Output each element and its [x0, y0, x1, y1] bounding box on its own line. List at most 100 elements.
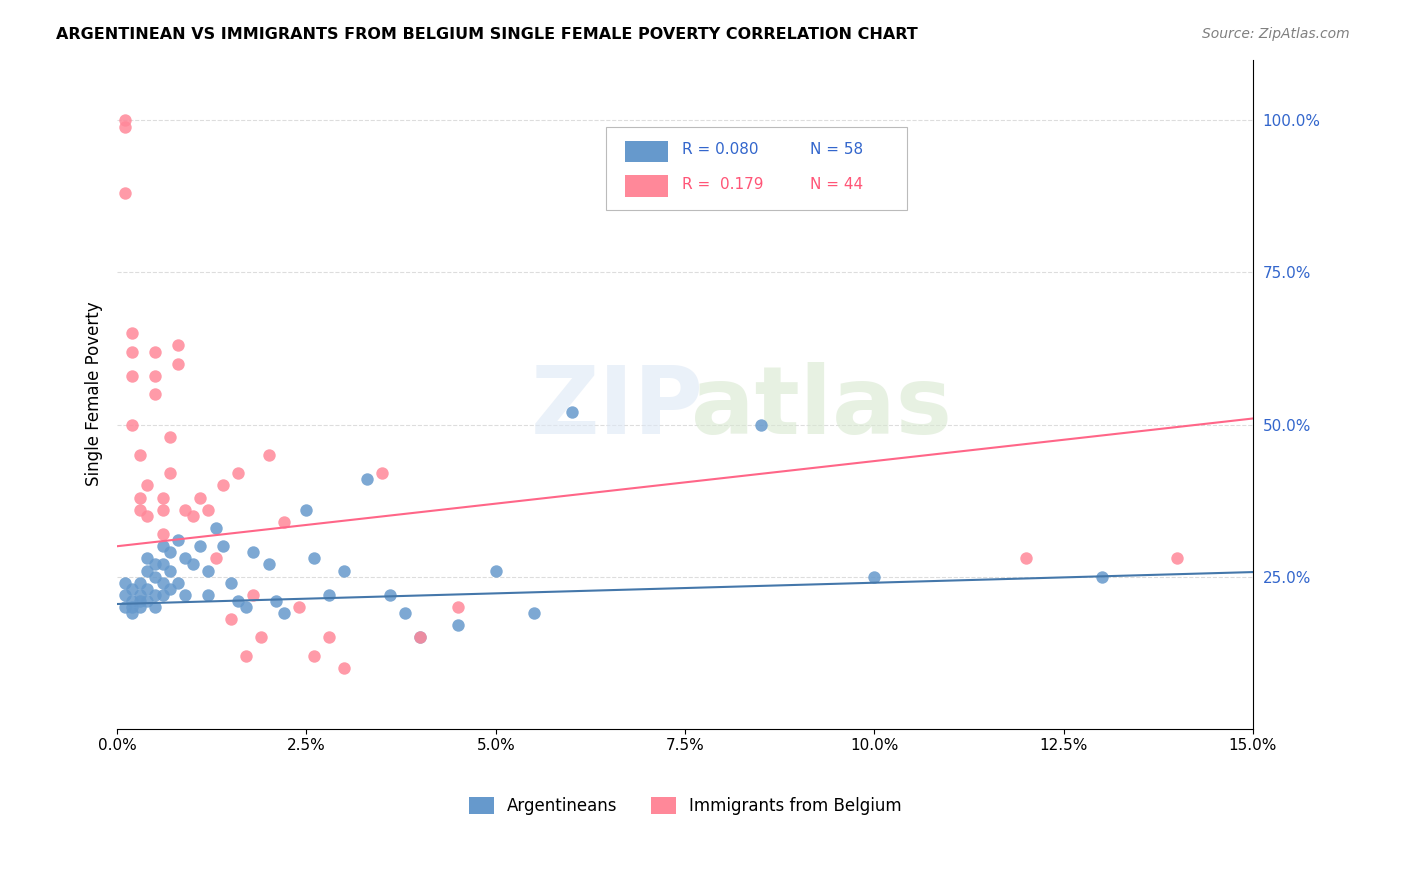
Point — [181, 508, 204, 523]
Text: N = 58: N = 58 — [810, 143, 863, 157]
Point — [136, 551, 159, 566]
Point — [121, 326, 143, 341]
Point — [143, 588, 166, 602]
Point — [166, 533, 188, 548]
Point — [121, 582, 143, 596]
Point — [1015, 551, 1038, 566]
Point — [136, 582, 159, 596]
Point — [235, 600, 257, 615]
Point — [242, 545, 264, 559]
Point — [159, 564, 181, 578]
Point — [166, 575, 188, 590]
Point — [121, 368, 143, 383]
Point — [264, 594, 287, 608]
Text: atlas: atlas — [690, 361, 952, 453]
Point — [136, 594, 159, 608]
Point — [129, 448, 152, 462]
Point — [318, 588, 340, 602]
Point — [143, 558, 166, 572]
Point — [394, 606, 416, 620]
Point — [174, 551, 197, 566]
Point — [114, 186, 136, 201]
Point — [257, 558, 280, 572]
Point — [219, 575, 242, 590]
Point — [288, 600, 311, 615]
Point — [273, 606, 295, 620]
Point — [197, 502, 219, 516]
Point — [485, 564, 508, 578]
Point — [409, 631, 432, 645]
Point — [181, 558, 204, 572]
Point — [136, 508, 159, 523]
Point — [1166, 551, 1188, 566]
Point — [152, 558, 174, 572]
Point — [257, 448, 280, 462]
Legend: Argentineans, Immigrants from Belgium: Argentineans, Immigrants from Belgium — [461, 790, 908, 822]
Text: ARGENTINEAN VS IMMIGRANTS FROM BELGIUM SINGLE FEMALE POVERTY CORRELATION CHART: ARGENTINEAN VS IMMIGRANTS FROM BELGIUM S… — [56, 27, 918, 42]
Point — [447, 618, 470, 632]
Point — [152, 527, 174, 541]
Point — [166, 357, 188, 371]
Point — [250, 631, 273, 645]
Point — [121, 606, 143, 620]
Point — [114, 588, 136, 602]
Point — [219, 612, 242, 626]
Point — [152, 539, 174, 553]
Point — [136, 564, 159, 578]
Point — [114, 600, 136, 615]
Point — [228, 467, 250, 481]
Point — [143, 368, 166, 383]
Point — [121, 594, 143, 608]
Point — [174, 588, 197, 602]
Text: R = 0.080: R = 0.080 — [682, 143, 758, 157]
Y-axis label: Single Female Poverty: Single Female Poverty — [86, 301, 103, 486]
Point — [152, 491, 174, 505]
Point — [114, 113, 136, 128]
Point — [166, 338, 188, 352]
Point — [302, 648, 325, 663]
Point — [235, 648, 257, 663]
Point — [152, 502, 174, 516]
Point — [129, 502, 152, 516]
Point — [129, 491, 152, 505]
Text: ZIP: ZIP — [530, 361, 703, 453]
Text: R =  0.179: R = 0.179 — [682, 178, 763, 192]
Point — [197, 588, 219, 602]
Text: N = 44: N = 44 — [810, 178, 863, 192]
Point — [204, 521, 226, 535]
Point — [190, 491, 212, 505]
Point — [143, 569, 166, 583]
Point — [378, 588, 401, 602]
Text: Source: ZipAtlas.com: Source: ZipAtlas.com — [1202, 27, 1350, 41]
Bar — [624, 141, 668, 162]
Point — [143, 600, 166, 615]
Point — [136, 478, 159, 492]
Point — [129, 588, 152, 602]
Point — [152, 575, 174, 590]
Point — [129, 594, 152, 608]
Point — [159, 467, 181, 481]
Point — [356, 472, 378, 486]
Point — [295, 502, 318, 516]
Point — [749, 417, 772, 432]
Point — [318, 631, 340, 645]
Point — [114, 120, 136, 134]
Point — [371, 467, 394, 481]
Point — [333, 661, 356, 675]
Point — [190, 539, 212, 553]
Point — [129, 575, 152, 590]
Point — [174, 502, 197, 516]
Point — [152, 588, 174, 602]
Point — [333, 564, 356, 578]
Point — [204, 551, 226, 566]
Bar — [624, 176, 668, 197]
Point — [242, 588, 264, 602]
Point — [212, 478, 235, 492]
Point — [159, 545, 181, 559]
Point — [409, 631, 432, 645]
Point — [228, 594, 250, 608]
Point — [159, 430, 181, 444]
Point — [302, 551, 325, 566]
Point — [114, 575, 136, 590]
Point — [159, 582, 181, 596]
